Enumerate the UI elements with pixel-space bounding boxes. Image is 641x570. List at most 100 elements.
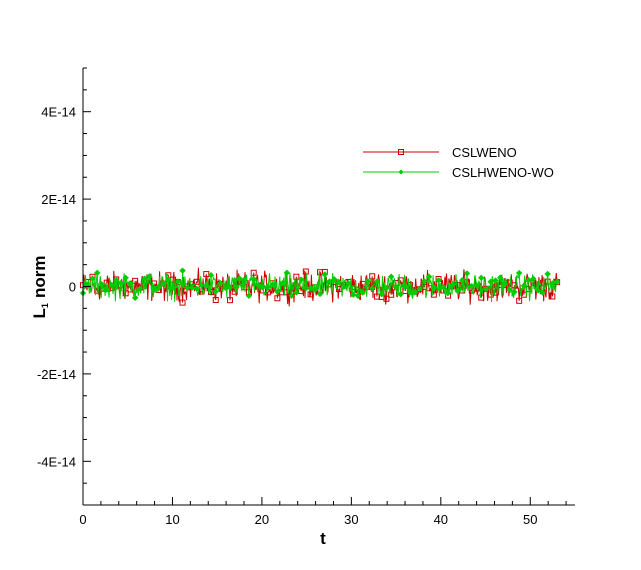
series-marker: [264, 283, 272, 291]
series-marker: [430, 291, 437, 298]
series-marker: [222, 284, 229, 291]
series-marker: [226, 297, 233, 304]
series-marker: [288, 292, 295, 299]
legend-marker: [398, 169, 404, 175]
series-marker: [184, 284, 191, 291]
series-marker: [198, 282, 205, 289]
series-marker: [127, 280, 134, 287]
series-marker: [525, 276, 532, 284]
series-marker: [245, 292, 253, 299]
series-marker: [468, 282, 475, 290]
series-marker: [487, 278, 494, 285]
y-axis-title-sub: 1: [40, 303, 50, 308]
series-marker: [478, 274, 485, 282]
series-marker: [482, 286, 490, 293]
series-marker: [298, 288, 305, 295]
series-marker: [302, 268, 309, 275]
series-marker: [402, 283, 409, 290]
series-marker: [501, 280, 509, 288]
series-marker: [117, 279, 125, 287]
x-axis-title: t: [320, 529, 326, 548]
series-marker: [459, 277, 466, 284]
series-marker: [492, 277, 499, 284]
series-marker: [293, 273, 300, 280]
series-marker: [250, 269, 257, 276]
series-marker: [108, 281, 115, 289]
series-marker: [392, 283, 400, 291]
series-marker: [179, 299, 186, 306]
series-marker: [312, 286, 319, 293]
series-marker: [103, 286, 110, 293]
series-marker: [444, 289, 452, 297]
series-marker: [255, 281, 262, 289]
series-marker: [212, 288, 219, 295]
series-marker: [544, 270, 551, 278]
legend-label: CSLHWENO-WO: [452, 165, 554, 180]
x-tick-label: 20: [255, 512, 269, 527]
series-marker: [364, 278, 371, 285]
series-marker: [136, 285, 144, 292]
y-tick-label: 2E-14: [41, 192, 76, 207]
x-tick-label: 50: [523, 512, 537, 527]
series-marker: [511, 288, 518, 296]
series-marker: [454, 287, 461, 295]
y-tick-label: -4E-14: [37, 454, 76, 469]
series-marker: [160, 280, 167, 287]
series-marker: [321, 271, 329, 278]
x-tick-label: 0: [79, 512, 86, 527]
x-tick-label: 30: [344, 512, 358, 527]
series-marker: [534, 287, 542, 294]
axes: 0 10 20 30 40 50 4E-14 2E-14 0 -2E-14 -4E-14: [37, 67, 575, 527]
series-marker: [425, 273, 433, 280]
series-marker: [250, 276, 257, 283]
series-marker: [231, 276, 238, 284]
series-marker: [302, 285, 310, 292]
series-marker: [112, 277, 120, 284]
y-tick-label: -2E-14: [37, 367, 76, 382]
series-marker: [155, 283, 163, 290]
series-marker: [207, 272, 215, 279]
series-marker: [368, 285, 376, 292]
y-tick-label: 0: [69, 280, 76, 295]
series-marker: [307, 285, 314, 292]
legend: CSLWENO CSLHWENO-WO: [363, 145, 554, 180]
series-marker: [169, 284, 177, 291]
legend-marker: [398, 149, 404, 155]
series-marker: [383, 295, 390, 302]
series-marker: [132, 277, 139, 284]
series-marker: [373, 278, 381, 285]
series-marker: [331, 276, 338, 283]
series-marker: [226, 284, 234, 291]
legend-label: CSLWENO: [452, 145, 517, 160]
series-marker: [539, 289, 547, 296]
series-marker: [269, 281, 276, 288]
series-marker: [278, 280, 286, 287]
series-marker: [549, 280, 556, 287]
series-marker: [98, 281, 106, 288]
series-marker: [212, 297, 219, 304]
series-marker: [378, 290, 385, 298]
series-marker: [236, 275, 243, 282]
series-marker: [463, 270, 471, 277]
y-axis-title-main: L: [30, 308, 49, 318]
series-marker: [440, 283, 447, 291]
series-marker: [383, 284, 390, 292]
series-marker: [131, 294, 139, 301]
series-marker: [217, 280, 224, 287]
series-marker: [435, 277, 442, 284]
series-marker: [122, 274, 129, 282]
series-marker: [283, 269, 291, 276]
plot-series: [79, 267, 561, 307]
series-marker: [530, 275, 537, 283]
series-marker: [240, 276, 248, 283]
y-tick-label: 4E-14: [41, 105, 76, 120]
series-marker: [179, 267, 186, 274]
series-marker: [150, 285, 158, 292]
series-marker: [203, 271, 210, 278]
series-marker: [274, 288, 281, 295]
series-marker: [473, 281, 480, 289]
series-marker: [516, 297, 523, 304]
series-marker: [520, 282, 528, 289]
x-tick-label: 10: [165, 512, 179, 527]
